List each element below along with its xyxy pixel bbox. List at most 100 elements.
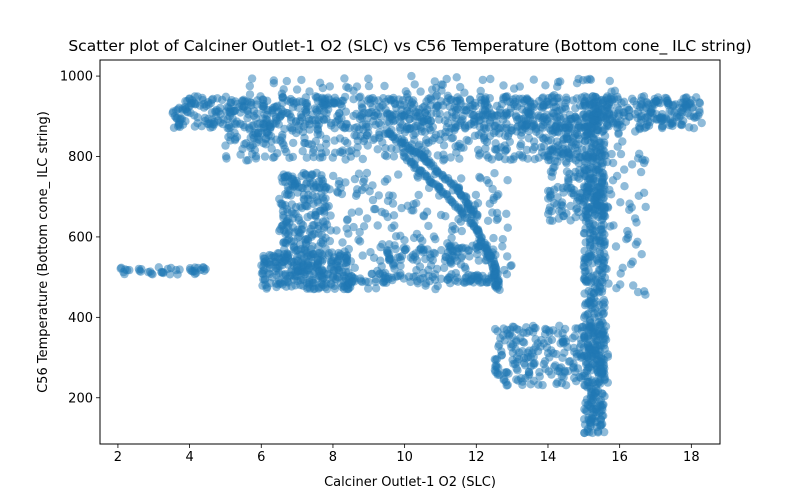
scatter-point bbox=[625, 106, 634, 115]
scatter-point bbox=[585, 229, 595, 238]
scatter-point bbox=[572, 94, 582, 103]
scatter-point bbox=[390, 241, 399, 250]
scatter-point bbox=[286, 97, 295, 107]
scatter-point bbox=[318, 236, 328, 245]
scatter-point bbox=[383, 246, 392, 255]
scatter-point bbox=[697, 118, 706, 128]
scatter-point bbox=[677, 120, 686, 130]
scatter-point bbox=[546, 155, 555, 165]
scatter-point bbox=[596, 379, 605, 388]
scatter-point bbox=[350, 174, 360, 184]
scatter-point bbox=[572, 349, 581, 358]
scatter-point bbox=[455, 95, 464, 104]
scatter-point bbox=[619, 97, 629, 107]
scatter-point bbox=[246, 143, 255, 153]
scatter-point bbox=[695, 98, 704, 107]
scatter-point bbox=[326, 211, 335, 220]
scatter-point bbox=[580, 289, 589, 298]
scatter-point bbox=[320, 208, 329, 217]
scatter-point bbox=[525, 98, 535, 108]
scatter-point bbox=[599, 334, 608, 343]
scatter-point bbox=[287, 207, 296, 216]
scatter-point bbox=[499, 331, 508, 340]
scatter-point bbox=[280, 245, 289, 254]
scatter-point bbox=[598, 225, 607, 234]
x-axis-label: Calciner Outlet-1 O2 (SLC) bbox=[324, 475, 496, 490]
scatter-point bbox=[487, 112, 496, 122]
scatter-point bbox=[406, 277, 415, 287]
scatter-point bbox=[135, 266, 144, 275]
scatter-point bbox=[279, 85, 288, 94]
scatter-point bbox=[356, 274, 365, 283]
scatter-point bbox=[352, 149, 361, 158]
scatter-point bbox=[317, 149, 326, 158]
scatter-point bbox=[276, 225, 285, 234]
scatter-point bbox=[502, 270, 512, 279]
scatter-point bbox=[607, 149, 616, 159]
scatter-point bbox=[588, 156, 597, 166]
points-layer bbox=[116, 71, 706, 438]
scatter-point bbox=[257, 128, 266, 138]
scatter-point bbox=[432, 91, 442, 100]
scatter-point bbox=[389, 211, 399, 220]
scatter-point bbox=[461, 124, 470, 133]
scatter-point bbox=[380, 209, 390, 218]
scatter-point bbox=[238, 96, 247, 105]
scatter-point bbox=[364, 284, 373, 293]
scatter-point bbox=[581, 101, 590, 110]
scatter-point bbox=[282, 76, 291, 86]
scatter-point bbox=[616, 198, 625, 207]
scatter-point bbox=[355, 228, 364, 237]
scatter-point bbox=[572, 79, 582, 88]
scatter-point bbox=[564, 123, 574, 133]
scatter-point bbox=[612, 284, 621, 293]
scatter-point bbox=[313, 198, 322, 207]
scatter-point bbox=[199, 263, 208, 272]
scatter-point bbox=[633, 237, 642, 246]
scatter-point bbox=[526, 380, 535, 389]
scatter-point bbox=[522, 145, 532, 155]
scatter-point bbox=[661, 114, 671, 124]
scatter-point bbox=[294, 216, 304, 225]
scatter-point bbox=[259, 104, 268, 114]
scatter-point bbox=[461, 106, 471, 115]
scatter-point bbox=[281, 238, 290, 247]
scatter-point bbox=[581, 210, 590, 219]
scatter-point bbox=[471, 190, 481, 200]
scatter-point bbox=[480, 101, 490, 110]
scatter-point bbox=[641, 202, 650, 212]
scatter-point bbox=[607, 87, 616, 96]
scatter-point bbox=[571, 104, 580, 113]
scatter-point bbox=[599, 295, 608, 305]
scatter-point bbox=[499, 93, 508, 102]
scatter-point bbox=[604, 279, 613, 288]
scatter-point bbox=[480, 136, 489, 145]
scatter-point bbox=[573, 193, 582, 202]
scatter-point bbox=[661, 93, 670, 103]
scatter-point bbox=[279, 170, 288, 179]
scatter-point bbox=[596, 322, 605, 331]
scatter-point bbox=[598, 256, 607, 265]
scatter-point bbox=[440, 116, 450, 125]
scatter-point bbox=[482, 278, 492, 287]
scatter-point bbox=[555, 106, 564, 115]
scatter-point bbox=[474, 256, 483, 265]
scatter-point bbox=[407, 71, 416, 81]
scatter-point bbox=[359, 222, 369, 231]
scatter-point bbox=[285, 153, 294, 162]
scatter-point bbox=[640, 287, 649, 296]
scatter-point bbox=[243, 113, 252, 123]
scatter-point bbox=[583, 176, 593, 185]
scatter-point bbox=[230, 128, 239, 137]
scatter-point bbox=[631, 127, 640, 136]
scatter-point bbox=[245, 81, 254, 91]
scatter-point bbox=[600, 427, 609, 437]
scatter-point bbox=[420, 127, 430, 137]
scatter-point bbox=[280, 124, 289, 134]
scatter-point bbox=[521, 361, 530, 370]
scatter-point bbox=[272, 135, 281, 144]
scatter-point bbox=[351, 191, 361, 200]
scatter-point bbox=[280, 144, 289, 154]
scatter-point bbox=[568, 334, 577, 343]
scatter-point bbox=[377, 262, 386, 271]
